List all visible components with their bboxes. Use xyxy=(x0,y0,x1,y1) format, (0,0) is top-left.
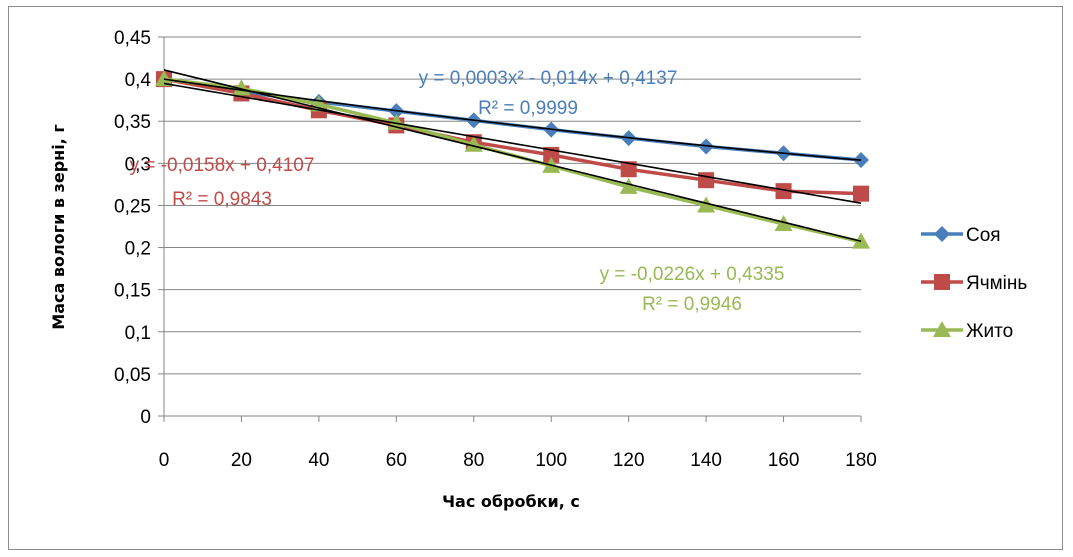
legend-item-0: Соя xyxy=(921,225,1001,246)
x-tick-label-3: 60 xyxy=(386,450,407,471)
y-tick-label-1: 0,05 xyxy=(114,365,151,386)
trendline-equation-barley: y = -0,0158x + 0,4107 xyxy=(130,155,315,176)
x-tick-label-8: 160 xyxy=(768,450,800,471)
y-tick-label-0: 0 xyxy=(140,407,151,428)
x-tick-label-4: 80 xyxy=(463,450,484,471)
y-tick-label-5: 0,25 xyxy=(114,196,151,217)
x-tick-label-5: 100 xyxy=(535,450,567,471)
legend-label-1: Ячмінь xyxy=(966,273,1027,294)
x-axis-title: Час обробки, с xyxy=(442,492,580,511)
legend-label-2: Жито xyxy=(966,321,1013,342)
y-tick-label-7: 0,35 xyxy=(114,112,151,133)
y-tick-label-4: 0,2 xyxy=(125,239,151,260)
trendline-equation-rye: y = -0,0226x + 0,4335 xyxy=(600,264,785,285)
data-point-1-7 xyxy=(698,172,714,188)
series-1 xyxy=(156,71,869,202)
x-tick-label-6: 120 xyxy=(613,450,645,471)
y-tick-label-3: 0,15 xyxy=(114,281,151,302)
trendline-r2-soya: R² = 0,9999 xyxy=(478,98,578,119)
legend-marker-0 xyxy=(934,226,950,242)
y-tick-label-2: 0,1 xyxy=(125,323,151,344)
x-axis-ticks: 0 20 40 60 80 100 120 140 160 180 xyxy=(159,416,877,471)
y-tick-label-8: 0,4 xyxy=(125,70,152,91)
legend-item-2: Жито xyxy=(921,321,1013,342)
legend: Соя Ячмінь Жито xyxy=(921,225,1027,342)
legend-item-1: Ячмінь xyxy=(921,273,1027,294)
trendline-r2-barley: R² = 0,9843 xyxy=(172,189,272,210)
trendline-r2-rye: R² = 0,9946 xyxy=(642,294,742,315)
y-axis-ticks: 00,050,10,150,20,250,30,350,40,45 xyxy=(114,28,164,428)
x-tick-label-9: 180 xyxy=(845,450,877,471)
x-tick-label-0: 0 xyxy=(159,450,170,471)
x-tick-label-7: 140 xyxy=(690,450,722,471)
legend-label-0: Соя xyxy=(966,225,1001,246)
x-tick-label-2: 40 xyxy=(308,450,329,471)
x-tick-label-1: 20 xyxy=(231,450,252,471)
legend-marker-1 xyxy=(934,274,950,290)
data-point-1-9 xyxy=(853,186,869,202)
trendline-labels: y = 0,0003x² - 0,014x + 0,4137 R² = 0,99… xyxy=(130,68,785,315)
trendline-equation-soya: y = 0,0003x² - 0,014x + 0,4137 xyxy=(419,68,678,89)
y-tick-label-9: 0,45 xyxy=(114,28,151,49)
y-axis-title: Маса вологи в зерні, г xyxy=(49,124,68,329)
